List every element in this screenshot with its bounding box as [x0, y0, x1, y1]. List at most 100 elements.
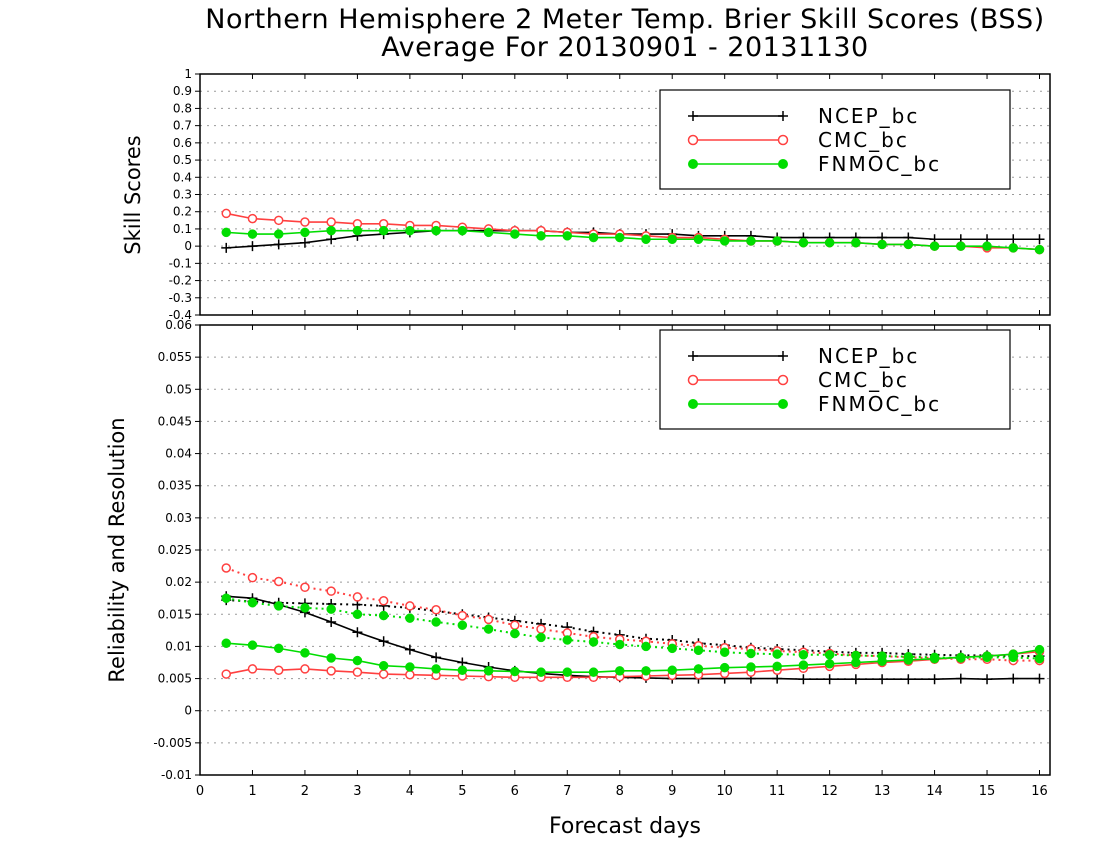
data-point — [300, 217, 310, 227]
data-point — [641, 641, 651, 652]
x-tick-label: 14 — [926, 784, 943, 799]
data-point — [247, 597, 258, 608]
data-point — [326, 653, 336, 663]
data-point — [615, 232, 625, 243]
data-point — [405, 601, 415, 611]
data-point — [824, 650, 835, 660]
x-tick-label: 12 — [821, 784, 838, 799]
data-point — [378, 225, 389, 236]
x-tick-label: 16 — [1031, 784, 1048, 799]
data-point — [824, 659, 835, 669]
data-point — [798, 650, 809, 660]
data-point — [982, 674, 993, 685]
legend-marker — [688, 111, 698, 121]
data-point — [746, 236, 756, 246]
data-point — [798, 237, 809, 248]
data-point — [667, 643, 677, 654]
series-fnmoc-bc-solid — [221, 638, 1045, 677]
data-point — [326, 217, 336, 227]
data-point — [929, 653, 940, 664]
data-point — [1034, 244, 1045, 255]
data-point — [982, 651, 992, 661]
data-point — [956, 241, 966, 251]
data-point — [719, 236, 730, 246]
data-point — [719, 662, 730, 673]
data-point — [615, 666, 625, 676]
data-point — [536, 667, 546, 677]
data-point — [588, 232, 599, 243]
y-tick-label: 0.015 — [158, 607, 192, 621]
data-point — [588, 667, 599, 677]
data-point — [300, 603, 310, 613]
data-point — [431, 605, 441, 615]
data-point — [247, 241, 258, 252]
data-point — [903, 674, 914, 685]
legend-marker — [688, 351, 698, 361]
data-point — [798, 674, 809, 685]
data-point — [1034, 644, 1045, 655]
y-tick-label: 0.8 — [173, 101, 192, 115]
data-point — [352, 627, 363, 638]
y-tick-label: 0.1 — [173, 222, 192, 236]
data-point — [352, 592, 363, 602]
data-point — [824, 237, 835, 248]
y-tick-label: -0.1 — [169, 256, 192, 270]
data-point — [273, 601, 284, 611]
y-tick-label: 1 — [184, 67, 192, 81]
y-tick-label: 0 — [184, 239, 192, 253]
y-tick-label: 0.9 — [173, 84, 192, 98]
x-tick-label: 0 — [196, 784, 204, 799]
data-point — [903, 655, 914, 665]
x-axis-label: Forecast days — [549, 814, 701, 839]
data-point — [300, 664, 310, 674]
data-point — [404, 644, 415, 655]
data-point — [510, 229, 520, 239]
legend-marker — [777, 134, 789, 146]
data-point — [247, 213, 258, 224]
legend-marker — [688, 399, 698, 409]
data-point — [772, 673, 783, 684]
data-point — [326, 617, 337, 627]
series-line — [226, 212, 1040, 251]
x-tick-label: 1 — [248, 784, 256, 799]
x-tick-label: 15 — [979, 784, 996, 799]
series-cmc-bc-solid — [221, 208, 1045, 255]
data-point — [299, 237, 310, 248]
data-point — [273, 215, 284, 226]
chart-title: Northern Hemisphere 2 Meter Temp. Brier … — [205, 4, 1045, 35]
data-point — [824, 674, 835, 685]
panel-2: 0.06 0.055 0.05 0.045 0.04 0.035 0.03 0.025 0.02… — [105, 318, 1051, 782]
data-point — [352, 667, 363, 677]
legend-marker — [687, 134, 699, 146]
data-point — [221, 242, 232, 253]
data-point — [326, 234, 337, 245]
legend-label: FNMOC_bc — [818, 392, 941, 416]
data-point — [326, 586, 336, 596]
series-cmc-bc-dotted — [221, 563, 1045, 666]
data-point — [929, 241, 940, 251]
y-tick-label: 0.7 — [173, 119, 192, 133]
data-point — [851, 657, 861, 668]
data-point — [457, 665, 468, 675]
series-line — [226, 597, 1040, 660]
data-point — [431, 652, 442, 663]
y-tick-label: 0.02 — [165, 575, 192, 589]
legend-marker — [687, 374, 699, 386]
data-point — [877, 239, 887, 250]
data-point — [300, 648, 310, 658]
legend-marker — [778, 399, 788, 409]
x-tick-label: 4 — [406, 784, 414, 799]
panel-1: 1 0.9 0.8 0.7 0.6 0.5 0.4 0.3 0.2 0.1 0 -0.1 -0.2 -0.… — [121, 67, 1051, 322]
y-tick-label: 0.03 — [165, 511, 192, 525]
y-tick-label: 0.2 — [173, 205, 192, 219]
data-point — [378, 660, 389, 671]
data-point — [877, 674, 888, 685]
x-tick-label: 8 — [616, 784, 624, 799]
y-tick-label: 0.04 — [165, 447, 192, 461]
y-tick-label: 0.5 — [173, 153, 192, 167]
data-point — [405, 613, 415, 623]
data-point — [326, 666, 336, 676]
data-point — [929, 674, 940, 685]
data-point — [588, 637, 599, 647]
